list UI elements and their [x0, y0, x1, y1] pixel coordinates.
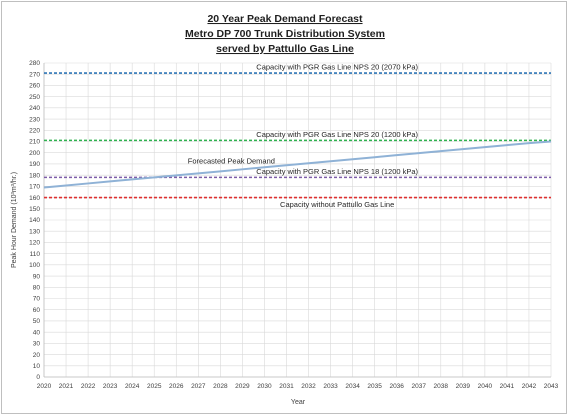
y-tick-label: 240 [29, 105, 40, 112]
x-tick-label: 2026 [169, 383, 184, 390]
x-tick-label: 2042 [522, 383, 537, 390]
chart-title-line-1: 20 Year Peak Demand Forecast [207, 13, 363, 25]
y-tick-label: 180 [29, 172, 40, 179]
series-lines [43, 140, 552, 189]
y-tick-label: 120 [29, 240, 40, 247]
chart-title-line-3: served by Pattullo Gas Line [216, 43, 354, 55]
chart-title: 20 Year Peak Demand Forecast Metro DP 70… [185, 13, 385, 55]
x-tick-label: 2036 [389, 383, 404, 390]
y-tick-label: 130 [29, 228, 40, 235]
chart-title-line-2: Metro DP 700 Trunk Distribution System [185, 28, 385, 40]
x-axis-label: Year [291, 399, 306, 406]
forecast-demand-label: Forecasted Peak Demand [188, 156, 275, 165]
y-tick-label: 250 [29, 94, 40, 101]
y-tick-label: 150 [29, 206, 40, 213]
y-tick-label: 190 [29, 161, 40, 168]
y-tick-label: 170 [29, 184, 40, 191]
y-tick-label: 200 [29, 150, 40, 157]
y-tick-label: 70 [33, 296, 41, 303]
y-tick-label: 0 [36, 374, 40, 381]
x-tick-label: 2023 [103, 383, 118, 390]
x-tick-label: 2038 [434, 383, 449, 390]
y-tick-label: 140 [29, 217, 40, 224]
x-tick-label: 2031 [279, 383, 294, 390]
capacity-line-label: Capacity without Pattullo Gas Line [280, 200, 394, 209]
x-tick-label: 2021 [59, 383, 74, 390]
x-tick-label: 2040 [478, 383, 493, 390]
capacity-line-label: Capacity with PGR Gas Line NPS 20 (2070 … [256, 63, 418, 72]
y-tick-label: 230 [29, 116, 40, 123]
x-tick-label: 2028 [213, 383, 228, 390]
y-axis-label: Peak Hour Demand (10³m³/hr.) [11, 172, 18, 268]
x-tick-label: 2041 [500, 383, 515, 390]
y-tick-label: 160 [29, 195, 40, 202]
annotations: Capacity with PGR Gas Line NPS 20 (2070 … [188, 63, 419, 209]
forecast-demand-line [43, 140, 552, 189]
axes: 0102030405060708090100110120130140150160… [29, 60, 558, 390]
x-tick-label: 2029 [235, 383, 250, 390]
y-tick-label: 60 [33, 307, 41, 314]
capacity-line-label: Capacity with PGR Gas Line NPS 18 (1200 … [256, 167, 418, 176]
x-tick-label: 2034 [345, 383, 360, 390]
x-tick-label: 2025 [147, 383, 162, 390]
x-tick-label: 2037 [412, 383, 427, 390]
y-tick-label: 280 [29, 60, 40, 67]
capacity-lines [44, 72, 551, 199]
x-tick-label: 2020 [37, 383, 52, 390]
y-tick-label: 260 [29, 83, 40, 90]
y-tick-label: 90 [33, 273, 41, 280]
x-tick-label: 2035 [367, 383, 382, 390]
y-tick-label: 210 [29, 139, 40, 146]
capacity-line-label: Capacity with PGR Gas Line NPS 20 (1200 … [256, 130, 418, 139]
x-tick-label: 2022 [81, 383, 96, 390]
gridlines [43, 62, 552, 378]
x-tick-label: 2032 [301, 383, 316, 390]
y-tick-label: 220 [29, 127, 40, 134]
x-tick-label: 2033 [323, 383, 338, 390]
y-tick-label: 100 [29, 262, 40, 269]
x-tick-label: 2024 [125, 383, 140, 390]
y-tick-label: 50 [33, 318, 41, 325]
x-tick-label: 2039 [456, 383, 471, 390]
y-tick-label: 270 [29, 71, 40, 78]
y-tick-label: 110 [30, 251, 41, 258]
x-tick-label: 2030 [257, 383, 272, 390]
y-tick-label: 20 [33, 352, 41, 359]
x-tick-label: 2027 [191, 383, 206, 390]
y-tick-label: 10 [33, 363, 41, 370]
x-tick-label: 2043 [544, 383, 559, 390]
y-tick-label: 40 [33, 329, 41, 336]
y-tick-label: 30 [33, 341, 41, 348]
y-tick-label: 80 [33, 284, 41, 291]
